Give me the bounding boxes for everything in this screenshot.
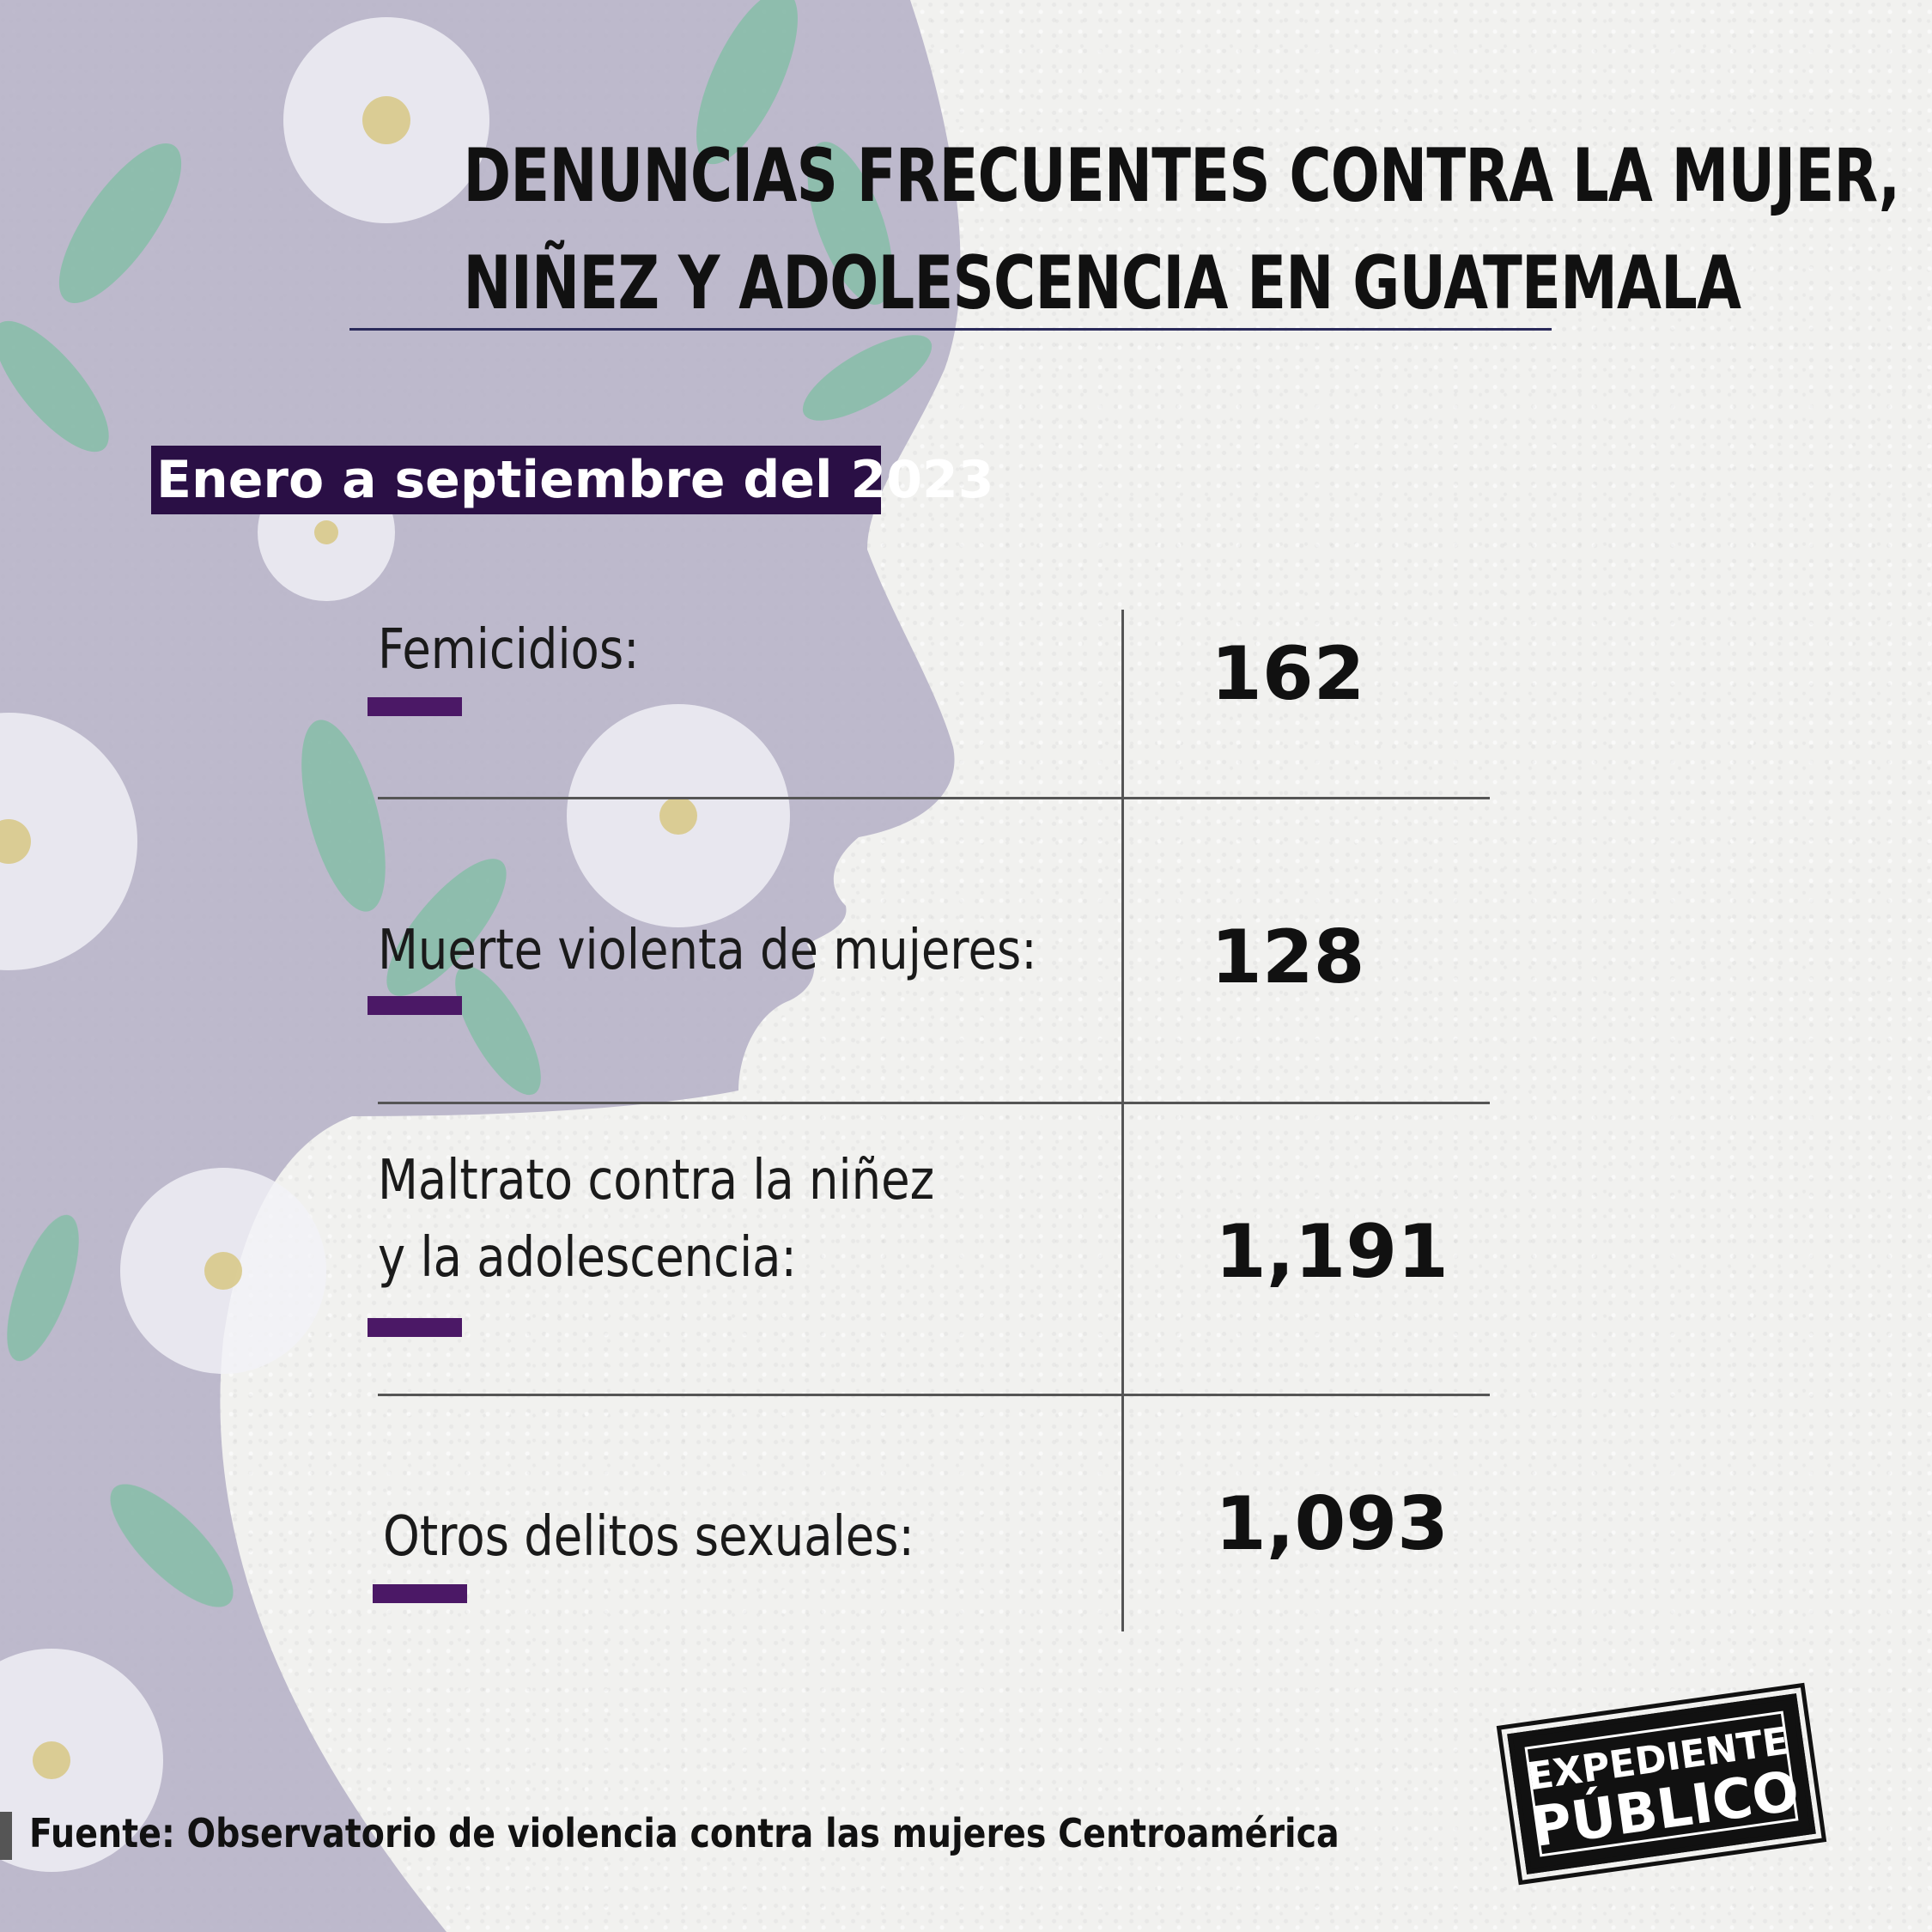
title-underline	[349, 328, 1552, 331]
row-value-maltrato: 1,191	[1215, 1209, 1449, 1295]
page-title-line-2: NIÑEZ Y ADOLESCENCIA EN GUATEMALA	[463, 240, 1742, 326]
row-value-otros-delitos: 1,093	[1215, 1481, 1449, 1567]
page-title-line-1: DENUNCIAS FRECUENTES CONTRA LA MUJER,	[463, 133, 1901, 219]
table-vertical-divider	[1121, 610, 1124, 1631]
leaf-icon	[0, 0, 933, 1607]
source-marker	[0, 1812, 12, 1860]
row-divider	[378, 1394, 1490, 1396]
row-label-muerte-violenta: Muerte violenta de mujeres:	[378, 919, 1037, 982]
row-label-femicidios: Femicidios:	[378, 618, 640, 682]
row-label-maltrato-line-2: y la adolescencia:	[378, 1226, 797, 1290]
row-divider	[378, 797, 1490, 799]
row-value-muerte-violenta: 128	[1211, 914, 1365, 1000]
accent-bar	[368, 697, 462, 716]
accent-bar	[368, 996, 462, 1015]
row-value-femicidios: 162	[1211, 631, 1365, 717]
period-badge: Enero a septiembre del 2023	[151, 446, 994, 514]
accent-bar	[368, 1318, 462, 1337]
source-text: Fuente: Observatorio de violencia contra…	[29, 1810, 1340, 1856]
row-divider	[378, 1102, 1490, 1104]
row-label-otros-delitos: Otros delitos sexuales:	[383, 1505, 914, 1569]
accent-bar	[373, 1584, 467, 1603]
row-label-maltrato-line-1: Maltrato contra la niñez	[378, 1149, 935, 1212]
